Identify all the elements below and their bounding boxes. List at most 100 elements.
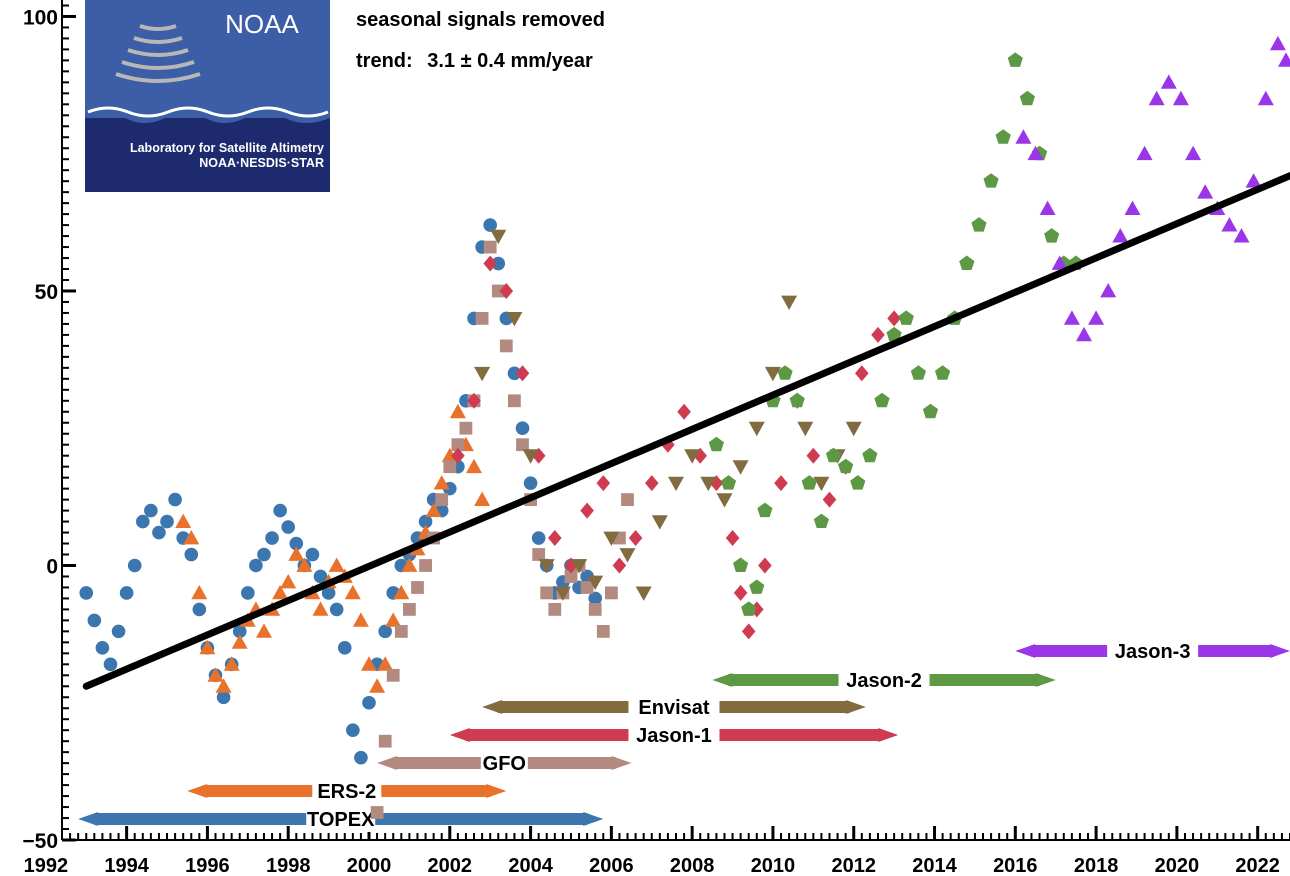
data-point <box>1019 90 1035 106</box>
data-point <box>232 624 247 639</box>
data-point <box>312 601 329 616</box>
series-gfo <box>370 240 634 819</box>
data-point <box>797 421 814 437</box>
data-point <box>855 365 869 382</box>
mission-span-label: Jason-3 <box>1115 641 1191 663</box>
data-point <box>603 531 620 546</box>
x-tick-label: 2000 <box>347 855 392 876</box>
data-point <box>313 569 328 584</box>
annotation-trend-value: 3.1 ± 0.4 mm/year <box>427 50 593 72</box>
data-point <box>935 365 951 380</box>
data-point <box>483 218 497 232</box>
data-point <box>474 366 491 382</box>
data-point <box>983 173 999 188</box>
data-point <box>344 584 361 600</box>
data-point <box>1088 310 1105 325</box>
data-point <box>748 421 765 437</box>
data-point <box>774 475 788 492</box>
data-point <box>538 559 555 574</box>
data-point <box>425 502 442 517</box>
data-point <box>1269 35 1286 51</box>
data-point <box>806 447 821 464</box>
data-point <box>540 586 554 600</box>
data-point <box>596 625 610 638</box>
data-point <box>394 625 408 638</box>
data-point <box>1278 52 1290 67</box>
mission-span-jason-1: Jason-1 <box>449 722 899 748</box>
data-point <box>175 513 192 528</box>
data-point <box>1027 145 1044 161</box>
data-point <box>467 392 481 409</box>
data-point <box>119 586 134 600</box>
data-point <box>435 493 449 506</box>
data-point <box>1015 129 1032 144</box>
data-point <box>385 612 402 627</box>
data-point <box>207 667 224 682</box>
mission-span-envisat: Envisat <box>482 694 866 720</box>
data-point <box>192 602 207 617</box>
mission-label-bg <box>628 694 720 720</box>
data-point <box>532 548 546 561</box>
y-tick-label: −50 <box>22 830 58 853</box>
data-point <box>588 603 602 616</box>
mission-span-start-arrow <box>1015 644 1036 658</box>
data-point <box>337 641 352 655</box>
trend-line-path <box>82 172 1290 690</box>
data-point <box>1112 228 1129 243</box>
antenna-waves-icon <box>115 24 201 83</box>
tick-labels: −50 0 50 100 1992 1994 1996 1998 2000 2002 2004 200… <box>22 6 1280 876</box>
mission-span-label: Jason-1 <box>636 725 712 747</box>
mission-span-label: ERS-2 <box>317 781 376 803</box>
mission-span-topex: TOPEX <box>78 806 604 832</box>
data-point <box>386 668 400 682</box>
data-point <box>184 547 199 562</box>
data-point <box>191 584 208 600</box>
data-point <box>281 520 296 534</box>
data-point <box>370 806 384 819</box>
data-point <box>216 690 231 705</box>
x-tick-label: 1996 <box>185 855 230 876</box>
data-point <box>522 449 539 464</box>
data-point <box>749 579 765 594</box>
data-point <box>1063 310 1080 325</box>
data-point <box>378 734 392 748</box>
data-point <box>813 476 830 492</box>
data-point <box>490 229 507 245</box>
mission-span-start-arrow <box>78 812 99 826</box>
series-jason-3 <box>1015 35 1290 342</box>
data-point <box>668 476 684 492</box>
data-point <box>959 255 975 270</box>
x-tick-label: 2014 <box>912 855 957 876</box>
data-point <box>862 447 878 463</box>
x-tick-label: 2020 <box>1155 855 1200 876</box>
data-point <box>321 586 336 600</box>
x-tick-label: 2004 <box>508 855 553 876</box>
mission-label-bg <box>1107 638 1199 664</box>
data-point <box>288 546 305 561</box>
data-point <box>588 591 603 606</box>
mission-span-ers-2: ERS-2 <box>187 778 507 804</box>
data-point <box>111 624 126 639</box>
data-point <box>152 525 166 540</box>
data-point <box>352 612 369 627</box>
data-point <box>507 366 522 381</box>
mission-span-end-arrow <box>611 756 632 770</box>
data-point <box>127 558 142 573</box>
data-point <box>369 678 386 693</box>
mission-label-bg <box>306 806 376 832</box>
data-point <box>506 312 523 327</box>
data-point <box>596 475 611 492</box>
mission-span-end-arrow <box>878 728 899 742</box>
data-point <box>419 559 432 572</box>
mission-span-jason-3: Jason-3 <box>1015 638 1290 664</box>
mission-label-bg <box>628 722 720 748</box>
data-point <box>329 602 344 617</box>
data-point <box>515 421 530 436</box>
data-point <box>1148 90 1165 106</box>
mission-span-start-arrow <box>482 700 503 714</box>
mission-span-end-arrow <box>486 784 507 798</box>
data-point <box>401 557 418 572</box>
mission-span-label: Envisat <box>638 697 709 719</box>
data-point <box>1124 200 1141 215</box>
data-point <box>418 514 433 529</box>
